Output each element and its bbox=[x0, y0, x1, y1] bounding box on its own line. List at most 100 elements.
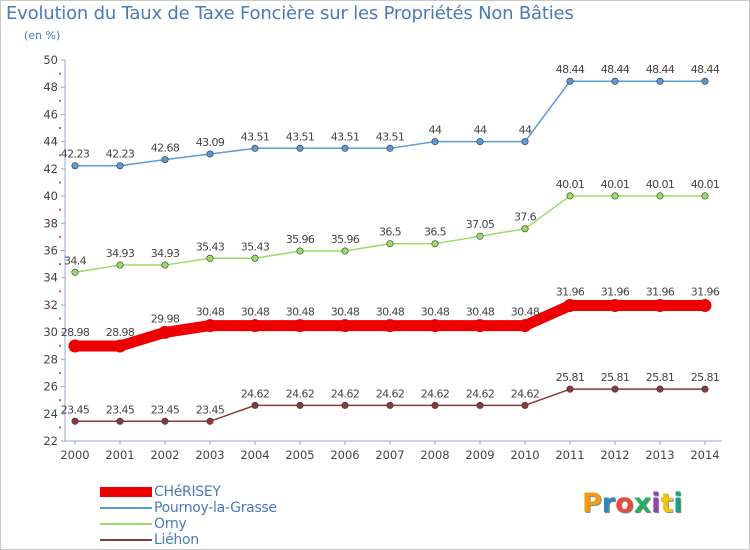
data-label-liehon: 24.62 bbox=[511, 387, 540, 400]
data-label-pournoy-la-grasse: 43.09 bbox=[196, 136, 225, 149]
data-label-pournoy-la-grasse: 48.44 bbox=[601, 63, 630, 76]
data-label-orny: 35.96 bbox=[286, 233, 315, 246]
y-tick-label: 44 bbox=[43, 135, 58, 149]
data-label-pournoy-la-grasse: 42.23 bbox=[106, 148, 135, 161]
data-label-liehon: 25.81 bbox=[601, 371, 630, 384]
x-tick-label: 2011 bbox=[555, 448, 584, 462]
data-point-orny bbox=[476, 232, 484, 240]
data-label-cherisey: 30.48 bbox=[196, 306, 225, 319]
chart-title: Evolution du Taux de Taxe Foncière sur l… bbox=[6, 3, 574, 24]
data-label-cherisey: 30.48 bbox=[331, 306, 360, 319]
y-tick-label: 34 bbox=[43, 271, 58, 285]
data-label-liehon: 24.62 bbox=[466, 387, 495, 400]
data-label-liehon: 24.62 bbox=[286, 387, 315, 400]
data-label-cherisey: 28.98 bbox=[61, 326, 90, 339]
data-point-liehon bbox=[521, 401, 529, 409]
data-point-orny bbox=[701, 192, 709, 200]
y-minor-tick bbox=[59, 263, 61, 266]
data-point-pournoy-la-grasse bbox=[566, 77, 574, 85]
legend-label: Liéhon bbox=[154, 532, 199, 548]
y-minor-tick bbox=[59, 127, 61, 130]
data-point-pournoy-la-grasse bbox=[656, 77, 664, 85]
data-point-orny bbox=[656, 192, 664, 200]
data-label-liehon: 25.81 bbox=[556, 371, 585, 384]
data-label-cherisey: 30.48 bbox=[286, 306, 315, 319]
data-point-liehon bbox=[116, 417, 124, 425]
data-label-cherisey: 31.96 bbox=[601, 285, 630, 298]
data-point-pournoy-la-grasse bbox=[116, 162, 124, 170]
y-minor-tick bbox=[59, 154, 61, 157]
data-label-orny: 35.96 bbox=[331, 233, 360, 246]
data-label-pournoy-la-grasse: 42.23 bbox=[61, 148, 90, 161]
data-label-liehon: 25.81 bbox=[646, 371, 675, 384]
x-tick-label: 2012 bbox=[600, 448, 629, 462]
data-label-cherisey: 30.48 bbox=[376, 306, 405, 319]
logo-letter: r bbox=[601, 488, 616, 519]
data-point-liehon bbox=[656, 385, 664, 393]
data-point-orny bbox=[251, 254, 259, 262]
data-label-orny: 34.4 bbox=[64, 254, 87, 267]
data-label-orny: 36.5 bbox=[379, 226, 402, 239]
data-point-cherisey bbox=[293, 319, 307, 333]
data-label-cherisey: 30.48 bbox=[466, 306, 495, 319]
data-point-liehon bbox=[296, 401, 304, 409]
y-tick-label: 46 bbox=[43, 107, 58, 121]
x-tick-label: 2003 bbox=[195, 448, 224, 462]
y-minor-tick bbox=[59, 344, 61, 347]
data-label-liehon: 24.62 bbox=[376, 387, 405, 400]
data-label-liehon: 23.45 bbox=[196, 403, 225, 416]
y-tick-label: 24 bbox=[43, 407, 58, 421]
data-point-orny bbox=[116, 261, 124, 269]
data-point-orny bbox=[386, 240, 394, 248]
data-point-pournoy-la-grasse bbox=[521, 138, 529, 146]
x-tick-label: 2002 bbox=[150, 448, 179, 462]
data-label-pournoy-la-grasse: 48.44 bbox=[556, 63, 585, 76]
y-minor-tick bbox=[59, 99, 61, 102]
data-label-pournoy-la-grasse: 43.51 bbox=[241, 130, 270, 143]
data-point-pournoy-la-grasse bbox=[296, 144, 304, 152]
y-tick-label: 48 bbox=[43, 80, 58, 94]
data-point-orny bbox=[521, 225, 529, 233]
data-point-orny bbox=[71, 268, 79, 276]
legend-label: CHéRISEY bbox=[154, 484, 221, 500]
x-tick-label: 2000 bbox=[60, 448, 89, 462]
data-label-pournoy-la-grasse: 43.51 bbox=[286, 130, 315, 143]
data-point-cherisey bbox=[473, 319, 487, 333]
data-point-pournoy-la-grasse bbox=[161, 156, 169, 164]
x-tick-label: 2013 bbox=[645, 448, 674, 462]
data-point-cherisey bbox=[113, 339, 127, 353]
data-label-pournoy-la-grasse: 44 bbox=[429, 124, 442, 137]
logo-letter: i bbox=[651, 488, 661, 519]
data-point-cherisey bbox=[338, 319, 352, 333]
x-tick-label: 2001 bbox=[105, 448, 134, 462]
data-point-orny bbox=[431, 240, 439, 248]
data-point-cherisey bbox=[608, 298, 622, 312]
data-point-pournoy-la-grasse bbox=[206, 150, 214, 158]
legend-swatch bbox=[100, 523, 152, 525]
data-point-orny bbox=[296, 247, 304, 255]
logo-letter: o bbox=[615, 488, 634, 519]
data-label-orny: 35.43 bbox=[241, 240, 270, 253]
data-point-liehon bbox=[476, 401, 484, 409]
data-label-cherisey: 29.98 bbox=[151, 312, 180, 325]
data-label-liehon: 23.45 bbox=[106, 403, 135, 416]
data-label-pournoy-la-grasse: 42.68 bbox=[151, 142, 180, 155]
data-point-cherisey bbox=[653, 298, 667, 312]
data-point-liehon bbox=[161, 417, 169, 425]
data-label-pournoy-la-grasse: 48.44 bbox=[646, 63, 675, 76]
y-tick-label: 50 bbox=[43, 53, 58, 67]
y-tick-label: 36 bbox=[43, 244, 58, 258]
data-point-cherisey bbox=[518, 319, 532, 333]
data-point-pournoy-la-grasse bbox=[701, 77, 709, 85]
data-label-cherisey: 30.48 bbox=[511, 306, 540, 319]
x-tick-label: 2005 bbox=[285, 448, 314, 462]
y-minor-tick bbox=[59, 72, 61, 75]
data-label-pournoy-la-grasse: 43.51 bbox=[331, 130, 360, 143]
data-point-liehon bbox=[386, 401, 394, 409]
data-label-orny: 40.01 bbox=[601, 178, 630, 191]
data-label-orny: 35.43 bbox=[196, 240, 225, 253]
data-point-cherisey bbox=[383, 319, 397, 333]
data-point-liehon bbox=[71, 417, 79, 425]
data-label-cherisey: 31.96 bbox=[691, 285, 720, 298]
legend-swatch bbox=[100, 487, 152, 497]
